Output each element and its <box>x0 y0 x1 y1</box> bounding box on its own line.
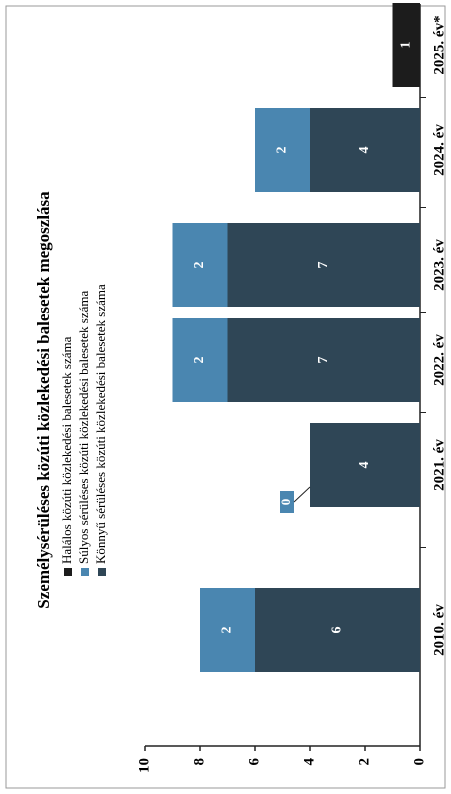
y-tick-label: 8 <box>191 758 207 766</box>
x-tick-label: 2023. év <box>431 239 447 291</box>
x-tick-label: 2021. év <box>431 439 447 491</box>
legend-label: Könnyű sérüléses közúti közlekedési bale… <box>93 284 108 564</box>
y-tick-label: 6 <box>246 758 262 766</box>
legend-swatch <box>64 568 72 576</box>
value-label: 4 <box>357 147 372 154</box>
value-label: 2 <box>275 147 290 154</box>
chart: Személysérüléses közúti közlekedési bale… <box>34 3 447 773</box>
legend-label: Halálos közúti közlekedési balesetek szá… <box>59 336 74 564</box>
value-label: 2 <box>192 262 207 269</box>
value-label: 4 <box>357 462 372 469</box>
value-label: 6 <box>330 627 345 634</box>
bar-segment <box>172 223 228 307</box>
value-label: 2 <box>192 357 207 364</box>
bar-segment <box>255 588 420 672</box>
bar-segment <box>310 423 420 507</box>
legend-swatch <box>98 568 106 576</box>
frame <box>5 5 446 789</box>
y-tick-label: 10 <box>136 758 152 773</box>
callout <box>293 486 311 503</box>
legend-label: Súlyos sérüléses közúti közlekedési bale… <box>76 290 91 564</box>
y-tick-label: 0 <box>411 758 427 766</box>
value-label: 0 <box>278 499 293 506</box>
value-label: 7 <box>316 357 331 364</box>
value-label: 2 <box>220 627 235 634</box>
bar-segment <box>227 223 420 307</box>
bar-segment <box>227 318 420 402</box>
value-label: 7 <box>316 262 331 269</box>
x-tick-label: 2010. év <box>431 604 447 656</box>
x-tick-label: 2025. év* <box>431 15 447 74</box>
value-label-box <box>280 491 294 513</box>
y-tick-label: 4 <box>301 758 317 766</box>
value-label: 1 <box>398 42 413 49</box>
x-tick-label: 2022. év <box>431 334 447 386</box>
bar-segment <box>172 318 228 402</box>
bar-segment <box>392 3 420 87</box>
bar-segment <box>255 108 310 192</box>
y-tick-label: 2 <box>356 758 372 766</box>
legend-swatch <box>81 568 89 576</box>
bar-segment <box>200 588 255 672</box>
x-tick-label: 2024. év <box>431 124 447 176</box>
chart-title: Személysérüléses közúti közlekedési bale… <box>34 191 53 609</box>
bar-segment <box>310 108 420 192</box>
